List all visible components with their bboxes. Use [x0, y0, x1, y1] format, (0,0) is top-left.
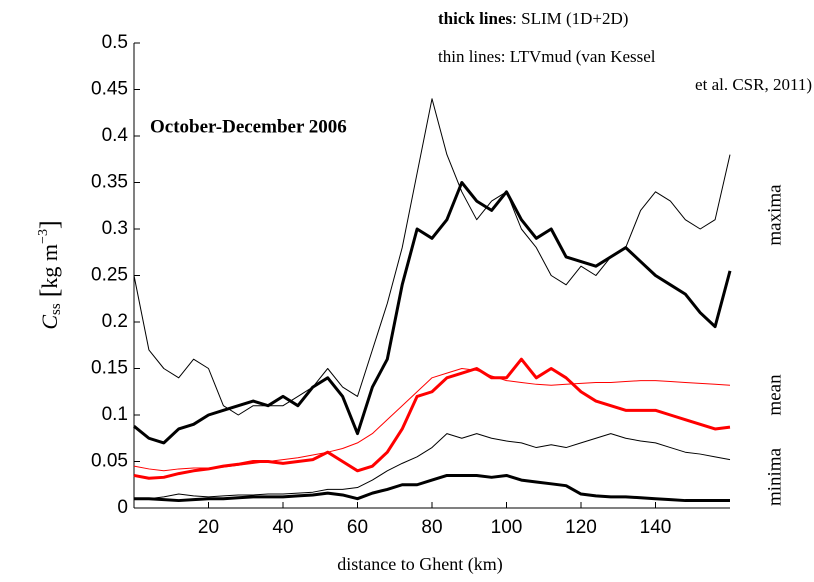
- series-line: [133, 98, 731, 416]
- legend-thick-text: : SLIM (1D+2D): [512, 9, 628, 28]
- x-tick-label: 40: [272, 517, 293, 538]
- series-line: [134, 473, 730, 503]
- y-axis-label: Css [kg m−3]: [35, 220, 64, 329]
- y-tick-label: 0.4: [102, 125, 129, 146]
- y-tick-label: 0.05: [91, 451, 128, 472]
- series-group-label: mean: [764, 374, 785, 416]
- y-tick-label: 0: [117, 497, 128, 518]
- chart-title: October-December 2006: [150, 116, 347, 137]
- y-tick-label: 0.25: [91, 265, 128, 286]
- x-tick-label: 140: [640, 517, 672, 538]
- y-label-bracket: [: [35, 289, 64, 298]
- y-label-exponent: −3: [36, 229, 51, 244]
- x-tick-label: 80: [421, 517, 442, 538]
- y-label-subscript: ss: [48, 303, 64, 315]
- legend-thin: et al. CSR, 2011): [695, 75, 812, 94]
- y-tick-label: 0.35: [91, 172, 128, 193]
- x-tick-label: 120: [565, 517, 597, 538]
- y-tick-label: 0.15: [91, 358, 128, 379]
- x-tick-label: 20: [198, 517, 219, 538]
- y-tick-label: 0.3: [102, 218, 128, 239]
- y-label-symbol: C: [37, 315, 62, 330]
- y-tick-label: 0.5: [102, 32, 128, 53]
- y-label-bracket: ]: [35, 220, 64, 229]
- x-tick-label: 60: [347, 517, 368, 538]
- series-line: [133, 357, 731, 480]
- y-tick-label: 0.45: [91, 79, 128, 100]
- legend-thick: thick lines: SLIM (1D+2D): [438, 9, 628, 28]
- series-line: [134, 433, 731, 500]
- series-line: [133, 368, 731, 472]
- x-axis-label: distance to Ghent (km): [337, 554, 502, 575]
- y-label-text: Css [kg m−3]: [35, 220, 64, 329]
- series-group-label: maxima: [764, 184, 785, 246]
- x-tick-label: 100: [491, 517, 523, 538]
- y-label-unit: kg m: [37, 244, 62, 289]
- legend-thick-key: thick lines: [438, 9, 513, 28]
- legend-thin: thin lines: LTVmud (van Kessel: [438, 47, 656, 66]
- series-line: [133, 181, 732, 445]
- y-tick-label: 0.1: [102, 404, 128, 425]
- series-group-label: minima: [764, 447, 785, 506]
- y-tick-label: 0.2: [102, 311, 128, 332]
